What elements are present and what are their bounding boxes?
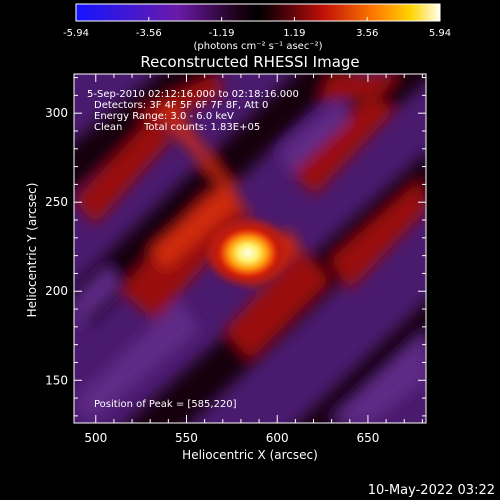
colorbar-tick-label: 3.56 — [356, 28, 378, 39]
annotation-block: 5-Sep-2010 02:12:16.000 to 02:18:16.000 … — [87, 89, 299, 410]
plot-frame — [73, 73, 427, 424]
x-tick-label: 500 — [84, 431, 107, 445]
colorbar-tick-label: -3.56 — [136, 28, 162, 39]
colorbar-ticks — [75, 17, 441, 21]
y-tick-label: 250 — [45, 195, 68, 209]
flare-peak — [214, 225, 282, 281]
peak-position-text: Position of Peak = [585,220] — [94, 399, 237, 410]
x-axis-label: Heliocentric X (arcsec) — [182, 448, 318, 462]
x-tick-label: 650 — [356, 431, 379, 445]
colorbar-gradient — [75, 3, 441, 22]
x-tick-label: 550 — [175, 431, 198, 445]
heatmap-image — [74, 74, 426, 423]
clean-text: Clean — [94, 122, 122, 133]
chart-title: Reconstructed RHESSI Image — [140, 53, 359, 71]
colorbar-tick-label: -1.19 — [209, 28, 235, 39]
energy-range-text: Energy Range: 3.0 - 6.0 keV — [94, 111, 234, 122]
colorbar-tick-label: 5.94 — [429, 28, 451, 39]
colorbar-unit-label: (photons cm⁻² s⁻¹ asec⁻²) — [193, 41, 322, 52]
timestamp-footer: 10-May-2022 03:22 — [368, 483, 495, 498]
detectors-text: Detectors: 3F 4F 5F 6F 7F 8F, Att 0 — [94, 100, 268, 111]
y-tick-label: 200 — [45, 284, 68, 298]
colorbar: -5.94 -3.56 -1.19 1.19 3.56 5.94 (photon… — [63, 3, 451, 52]
y-axis-label: Heliocentric Y (arcsec) — [25, 183, 39, 318]
y-axis: 150 200 250 300 — [45, 77, 426, 417]
y-tick-label: 150 — [45, 373, 68, 387]
total-counts-text: Total counts: 1.83E+05 — [143, 122, 260, 133]
colorbar-tick-label: 1.19 — [283, 28, 305, 39]
time-range-text: 5-Sep-2010 02:12:16.000 to 02:18:16.000 — [87, 89, 299, 100]
x-tick-label: 600 — [266, 431, 289, 445]
colorbar-tick-label: -5.94 — [63, 28, 89, 39]
x-axis: 500 550 600 650 — [84, 74, 423, 445]
y-tick-label: 300 — [45, 106, 68, 120]
